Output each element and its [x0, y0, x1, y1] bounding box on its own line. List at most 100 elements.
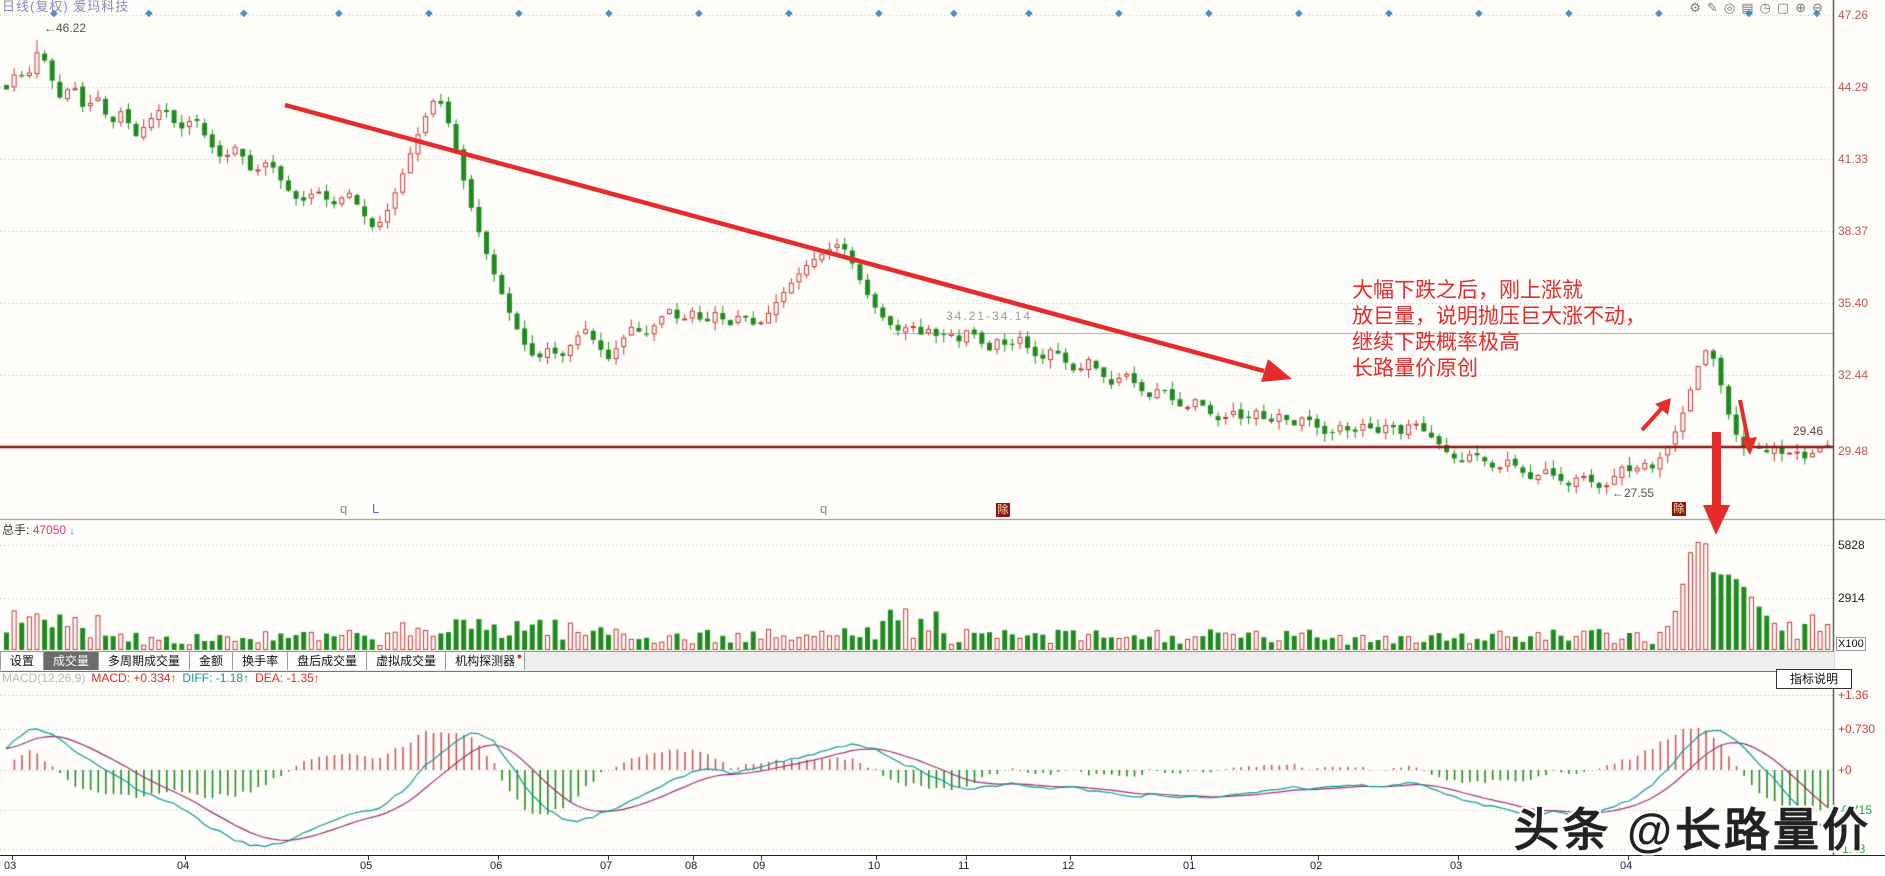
- macd-header-item: MACD(12,26,9): [2, 671, 86, 685]
- macd-header-item: DEA: -1.35↑: [255, 671, 320, 685]
- event-diamond-icon[interactable]: ◆: [425, 8, 433, 19]
- time-tick: [693, 856, 694, 860]
- tab-虚拟成交量[interactable]: 虚拟成交量: [367, 652, 447, 670]
- volume-down-arrow-icon: ↓: [69, 526, 75, 537]
- early-high-price-label: ←46.22: [44, 21, 87, 35]
- chart-letter-marker: q: [340, 501, 348, 516]
- price-axis-label: 47.26: [1838, 8, 1869, 22]
- trend-arrow-head: [1261, 359, 1292, 382]
- gear-icon[interactable]: ⚙: [1689, 0, 1707, 15]
- event-diamond-icon[interactable]: ◆: [335, 8, 343, 19]
- event-diamond-icon[interactable]: ◆: [1655, 8, 1663, 19]
- trend-arrow-shaft: [284, 102, 1265, 374]
- time-tick: [12, 856, 13, 860]
- volume-axis-label: 5828: [1838, 538, 1865, 552]
- event-diamond-icon[interactable]: ◆: [515, 8, 523, 19]
- time-tick: [368, 856, 369, 860]
- event-diamond-icon[interactable]: ◆: [875, 8, 883, 19]
- tab-成交量[interactable]: 成交量: [44, 652, 100, 670]
- total-volume-readout: 总手: 47050 ↓: [2, 521, 74, 538]
- time-axis-label: 04: [1620, 860, 1633, 872]
- clock-icon[interactable]: ◷: [1759, 0, 1777, 15]
- ex-dividend-badge[interactable]: 除: [1672, 502, 1686, 516]
- tab-金额[interactable]: 金额: [190, 652, 234, 670]
- event-diamond-icon[interactable]: ◆: [695, 8, 703, 19]
- macd-axis-label: +0.730: [1838, 722, 1876, 736]
- event-diamond-icon[interactable]: ◆: [950, 8, 958, 19]
- annotation-line: 继续下跌概率极高: [1352, 330, 1520, 354]
- time-tick: [1458, 856, 1459, 860]
- time-tick: [1628, 856, 1629, 860]
- time-axis-label: 09: [753, 860, 766, 872]
- tab-盘后成交量[interactable]: 盘后成交量: [288, 652, 368, 670]
- macd-header-item: DIFF: -1.18↑: [182, 671, 250, 685]
- time-tick: [1191, 856, 1192, 860]
- pencil-icon[interactable]: ✎: [1707, 0, 1724, 15]
- event-diamond-icon[interactable]: ◆: [1385, 8, 1393, 19]
- annotation-line: 放巨量，说明抛压巨大涨不动，: [1352, 304, 1646, 328]
- price-axis-label: 38.37: [1838, 224, 1869, 238]
- event-diamond-icon[interactable]: ◆: [240, 8, 248, 19]
- time-axis-label: 04: [177, 860, 190, 872]
- time-tick: [1070, 856, 1071, 860]
- price-axis-label: 41.33: [1838, 152, 1869, 166]
- time-axis-label: 06: [490, 860, 503, 872]
- zoom-out-icon[interactable]: ⊖: [1812, 0, 1829, 15]
- event-diamond-icon[interactable]: ◆: [145, 8, 153, 19]
- time-tick: [761, 856, 762, 860]
- indicator-help-button[interactable]: 指标说明: [1776, 669, 1852, 689]
- price-axis-label: 35.40: [1838, 296, 1869, 310]
- event-diamond-icon[interactable]: ◆: [1115, 8, 1123, 19]
- event-diamond-icon[interactable]: ◆: [1475, 8, 1483, 19]
- time-axis-label: 10: [868, 860, 881, 872]
- chart-letter-marker: q: [820, 501, 828, 516]
- low-price-label: ←27.55: [1612, 486, 1655, 500]
- small-down-arrow-shaft: [1738, 399, 1750, 441]
- event-diamond-icon[interactable]: ◆: [1813, 8, 1821, 19]
- volume-axis-label: 2914: [1838, 591, 1865, 605]
- event-diamond-icon[interactable]: ◆: [785, 8, 793, 19]
- big-down-arrow-head: [1703, 505, 1730, 535]
- time-axis-label: 12: [1062, 860, 1075, 872]
- event-diamond-icon[interactable]: ◆: [1025, 8, 1033, 19]
- total-volume-value: 47050: [32, 523, 67, 537]
- event-diamond-icon[interactable]: ◆: [1745, 8, 1753, 19]
- total-volume-label: 总手:: [2, 523, 30, 537]
- macd-header: MACD(12,26,9) MACD: +0.334↑ DIFF: -1.18↑ DE…: [2, 671, 326, 685]
- event-diamond-icon[interactable]: ◆: [1295, 8, 1303, 19]
- watermark: 头条 @长路量价: [1513, 804, 1871, 856]
- indicator-tab-bar: 设置 成交量 多周期成交量 金额 换手率 盘后成交量 虚拟成交量 机构探测器 ●: [0, 651, 1834, 672]
- chart-letter-marker: L: [372, 501, 380, 516]
- event-diamond-icon[interactable]: ◆: [1205, 8, 1213, 19]
- price-axis-label: 44.29: [1838, 80, 1869, 94]
- event-diamond-icon[interactable]: ◆: [50, 8, 58, 19]
- tab-机构探测器[interactable]: 机构探测器 ●: [446, 652, 526, 670]
- price-axis-label: 32.44: [1838, 368, 1869, 382]
- ruler-icon[interactable]: ▤: [1741, 0, 1760, 15]
- gap-price-label: 34.21-34.14: [946, 309, 1033, 323]
- big-down-arrow-shaft: [1712, 432, 1721, 506]
- event-diamond-icon[interactable]: ◆: [605, 8, 613, 19]
- zoom-in-icon[interactable]: ⊕: [1795, 0, 1813, 15]
- price-axis-label: 29.48: [1838, 444, 1869, 458]
- tab-设置[interactable]: 设置: [0, 652, 45, 670]
- chart-title: 日线(复权) 爱玛科技: [2, 0, 130, 14]
- up-right-arrow-shaft: [1640, 405, 1665, 432]
- time-axis-label: 05: [360, 860, 373, 872]
- tab-多周期成交量[interactable]: 多周期成交量: [99, 652, 191, 670]
- ex-dividend-badge[interactable]: 除: [996, 503, 1010, 517]
- macd-axis-label: +0: [1838, 763, 1852, 777]
- event-diamond-icon[interactable]: ◆: [1565, 8, 1573, 19]
- last-price-label: 29.46: [1793, 424, 1824, 438]
- frame-icon[interactable]: ▢: [1776, 0, 1796, 15]
- chart-toolbar: ⚙✎◎▤◷▢⊕⊖: [1689, 0, 1829, 16]
- up-right-arrow-head: [1655, 398, 1671, 415]
- target-icon[interactable]: ◎: [1723, 0, 1742, 15]
- time-axis-label: 11: [958, 860, 970, 872]
- tab-换手率[interactable]: 换手率: [233, 652, 289, 670]
- time-tick: [876, 856, 877, 860]
- annotation-line: 长路量价原创: [1352, 356, 1478, 380]
- time-tick: [185, 856, 186, 860]
